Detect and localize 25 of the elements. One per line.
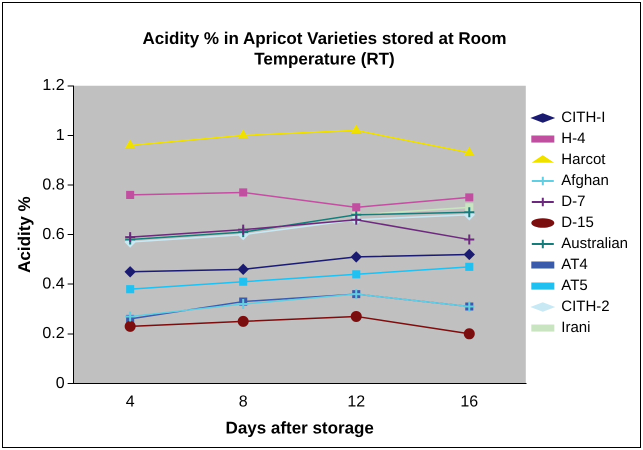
legend-label: Harcot (561, 151, 606, 168)
y-axis-title: Acidity % (14, 196, 34, 273)
y-tick-label: 1.2 (42, 77, 65, 94)
x-tick-label: 12 (347, 393, 366, 410)
x-tick-label: 16 (460, 393, 478, 410)
y-tick-label: 0 (56, 374, 65, 392)
y-tick-label: 0.2 (42, 325, 65, 342)
legend-label: Australian (561, 235, 628, 252)
legend-label: AT4 (561, 256, 588, 274)
legend-label: AT5 (561, 277, 588, 294)
legend-label: CITH-2 (561, 298, 610, 316)
x-tick-label: 8 (238, 393, 248, 410)
legend-label: CITH-I (561, 109, 606, 126)
x-axis-title: Days after storage (226, 418, 374, 438)
legend-label: D-15 (561, 214, 594, 232)
y-tick-label: 0.6 (42, 226, 65, 244)
legend-label: Afghan (561, 172, 609, 190)
legend-label: H-4 (561, 130, 586, 148)
y-tick-label: 0.4 (42, 276, 65, 293)
legend-label: Irani (561, 319, 590, 336)
y-tick-label: 0.8 (42, 176, 65, 194)
y-tick-label: 1 (56, 126, 65, 144)
chart-title: Acidity % in Apricot Varieties stored at Room Temperature (RT) (142, 28, 507, 68)
legend-label: D-7 (561, 193, 586, 210)
x-tick-label: 4 (126, 393, 135, 410)
